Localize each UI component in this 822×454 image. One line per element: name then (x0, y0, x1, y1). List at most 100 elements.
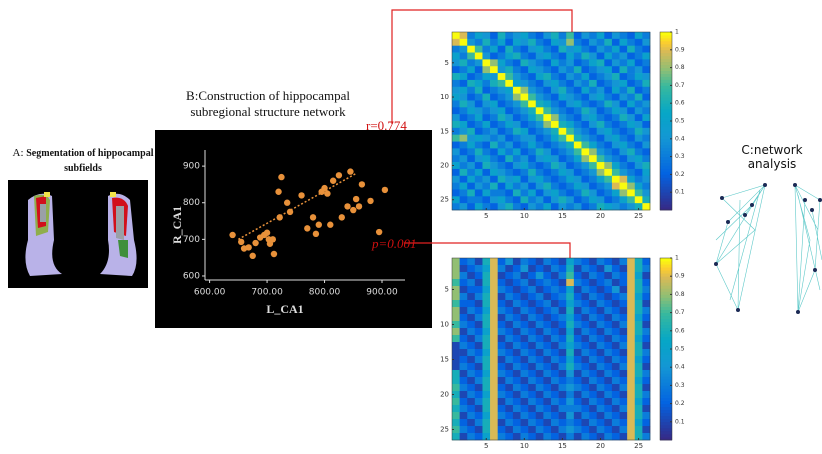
heatmap-cell (619, 265, 628, 273)
colorbar-swatch (660, 192, 672, 196)
x-tick-label: 20 (596, 442, 605, 450)
heatmap-cell (619, 93, 628, 101)
heatmap-cell (497, 391, 506, 399)
heatmap-cell (535, 433, 544, 441)
heatmap-cell (512, 286, 521, 294)
heatmap-cell (596, 258, 605, 266)
heatmap-cell (558, 426, 567, 434)
heatmap-cell (482, 38, 491, 46)
heatmap-cell (452, 182, 460, 190)
heatmap-cell (452, 398, 460, 406)
heatmap-cell (482, 59, 491, 67)
heatmap-cell (581, 66, 590, 74)
heatmap-cell (604, 265, 613, 273)
colorbar-swatch (660, 415, 672, 420)
heatmap-cell (543, 93, 552, 101)
heatmap-cell (634, 349, 643, 357)
heatmap-cell (551, 363, 559, 371)
colorbar-swatch (660, 171, 672, 175)
heatmap-cell (627, 272, 636, 280)
heatmap-cell (505, 148, 514, 156)
heatmap-cell (558, 79, 567, 88)
heatmap-cell (604, 52, 613, 60)
heatmap-cell (482, 286, 491, 294)
y-tick-label: 20 (440, 391, 449, 399)
heatmap-cell (619, 356, 628, 364)
heatmap-cell (497, 52, 506, 60)
heatmap-cell (474, 426, 483, 434)
heatmap-cell (566, 93, 575, 101)
heatmap-cell (581, 73, 590, 81)
heatmap-cell (573, 127, 582, 135)
heatmap-cell (512, 426, 521, 434)
colorbar-swatch (660, 67, 672, 71)
heatmap-cell (452, 196, 460, 204)
heatmap-cell (459, 182, 468, 190)
heatmap-cell (528, 66, 537, 74)
heatmap-cell (627, 335, 636, 343)
heatmap-cell (611, 134, 620, 142)
heatmap-cell (520, 134, 529, 142)
heatmap-cell (474, 258, 483, 266)
heatmap-cell (535, 279, 544, 287)
heatmap-cell (596, 321, 605, 329)
heatmap-cell (497, 182, 506, 190)
heatmap-cell (573, 59, 582, 67)
heatmap-cell (627, 286, 636, 294)
heatmap-cell (634, 307, 643, 315)
heatmap-cell (604, 384, 613, 392)
heatmap-cell (452, 272, 460, 280)
heatmap-cell (634, 59, 643, 67)
heatmap-cell (474, 93, 483, 101)
heatmap-cell (535, 363, 544, 371)
heatmap-cell (459, 314, 468, 322)
colorbar-swatch (660, 153, 672, 157)
heatmap-cell (467, 182, 476, 190)
colorbar-swatch (660, 159, 672, 163)
heatmap-cell (467, 52, 476, 60)
colorbar-swatch (660, 118, 672, 122)
colorbar-swatch (660, 373, 672, 377)
heatmap-cell (634, 52, 643, 60)
heatmap-cell (459, 107, 468, 115)
heatmap-cell (528, 293, 537, 301)
heatmap-cell (634, 265, 643, 273)
heatmap-cell (604, 189, 613, 197)
heatmap-cell (642, 148, 651, 156)
heatmap-cell (589, 349, 597, 357)
heatmap-cell (604, 175, 613, 183)
heatmap-cell (573, 162, 582, 170)
heatmap-cell (512, 412, 521, 420)
heatmap-cell (581, 79, 590, 88)
r-annotation: r=0.774 (366, 118, 407, 133)
heatmap-cell (581, 59, 590, 67)
heatmap-cell (604, 79, 613, 88)
heatmap-cell (596, 286, 605, 294)
heatmap-cell (642, 363, 651, 371)
heatmap-cell (543, 203, 552, 211)
heatmap-cell (467, 196, 476, 204)
heatmap-cell (543, 412, 552, 420)
heatmap-cell (467, 148, 476, 156)
heatmap-cell (474, 272, 483, 280)
heatmap-cell (505, 134, 514, 142)
heatmap-cell (566, 412, 575, 420)
heatmap-cell (642, 405, 651, 413)
heatmap-cell (535, 384, 544, 392)
heatmap-cell (589, 419, 597, 427)
heatmap-cell (611, 405, 620, 413)
heatmap-cell (634, 73, 643, 81)
heatmap-cell (589, 38, 597, 46)
heatmap-cell (497, 265, 506, 273)
heatmap-cell (452, 258, 460, 266)
heatmap-cell (543, 107, 552, 115)
heatmap-cell (520, 377, 529, 385)
heatmap-cell (551, 66, 559, 74)
heatmap-cell (596, 363, 605, 371)
scatter-point (338, 214, 345, 221)
heatmap-cell (543, 384, 552, 392)
heatmap-cell (611, 433, 620, 441)
heatmap-cell (627, 189, 636, 197)
heatmap-cell (505, 196, 514, 204)
heatmap-cell (543, 279, 552, 287)
